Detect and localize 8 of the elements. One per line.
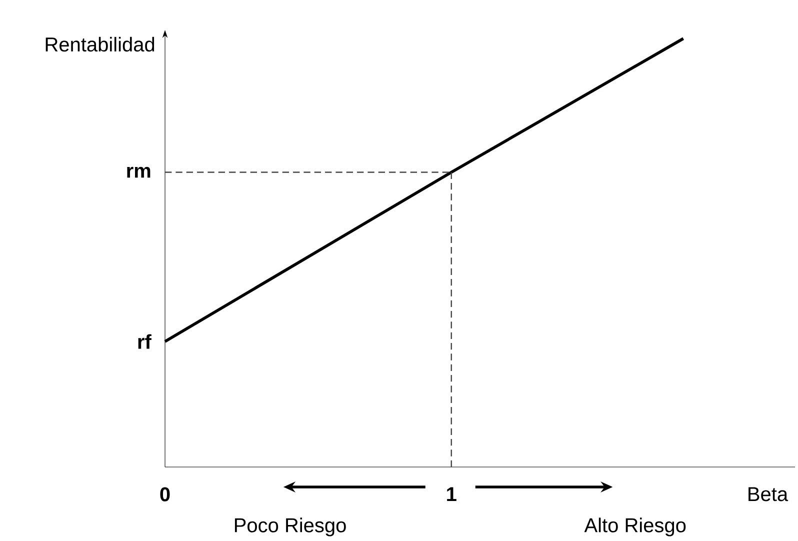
annotation: rm — [127, 166, 150, 178]
x-tick-label: 1 — [447, 487, 456, 502]
annotation: rf — [138, 334, 152, 349]
x-tick-label: 0 — [160, 487, 170, 502]
text: Poco Riesgo — [234, 518, 346, 536]
y-axis-title: Rentabilidad — [46, 36, 154, 52]
x-axis-title: Beta — [748, 487, 788, 502]
text: Alto Riesgo — [584, 518, 686, 536]
